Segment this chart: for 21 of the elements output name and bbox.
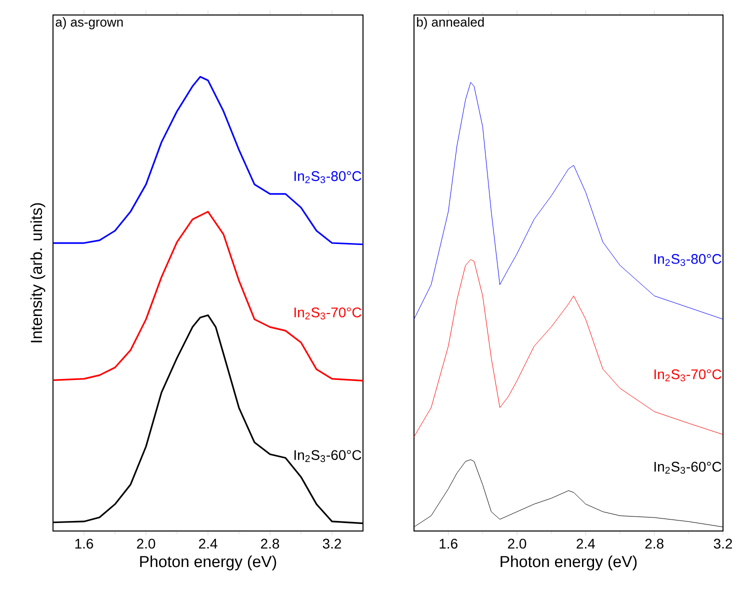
x-tick-label: 2.4 <box>576 538 595 549</box>
x-tick-label: 2.4 <box>199 538 218 549</box>
x-axis-title: Photon energy (eV) <box>140 555 276 570</box>
x-tick-label: 2.0 <box>137 538 156 549</box>
chart-title: b) annealed <box>417 17 484 30</box>
x-tick-label: 2.8 <box>261 538 280 549</box>
series-label: In$_{2}$S$_{3}$-70°C <box>654 369 722 382</box>
x-tick-label: 3.2 <box>714 538 732 549</box>
series-label: In$_{2}$S$_{3}$-80°C <box>294 171 362 184</box>
x-axis-title: Photon energy (eV) <box>500 555 637 570</box>
series-label: In$_{2}$S$_{3}$-80°C <box>654 254 722 266</box>
series-label: In$_{2}$S$_{3}$-60°C <box>294 450 362 462</box>
x-tick-label: 2.0 <box>508 538 526 549</box>
chart-title: a) as-grown <box>56 17 123 30</box>
y-axis-title: Intensity (arb. units) <box>30 203 46 342</box>
x-tick-label: 3.2 <box>322 538 341 549</box>
x-tick-label: 2.8 <box>645 538 664 549</box>
x-tick-label: 1.6 <box>75 538 94 549</box>
text: In$_{2}$S$_{3}$-60°C <box>654 462 722 474</box>
x-tick-label: 1.6 <box>440 538 458 549</box>
series-label: In$_{2}$S$_{3}$-70°C <box>294 307 362 320</box>
